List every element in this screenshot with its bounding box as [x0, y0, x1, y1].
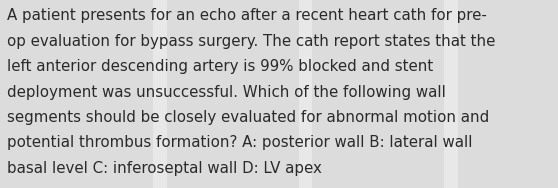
Text: A patient presents for an echo after a recent heart cath for pre-: A patient presents for an echo after a r… — [7, 8, 487, 24]
Text: potential thrombus formation? A: posterior wall B: lateral wall: potential thrombus formation? A: posteri… — [7, 135, 472, 150]
Text: op evaluation for bypass surgery. The cath report states that the: op evaluation for bypass surgery. The ca… — [7, 34, 495, 49]
Text: left anterior descending artery is 99% blocked and stent: left anterior descending artery is 99% b… — [7, 59, 433, 74]
Text: deployment was unsuccessful. Which of the following wall: deployment was unsuccessful. Which of th… — [7, 85, 446, 100]
Bar — [444, 0, 458, 188]
Text: basal level C: inferoseptal wall D: LV apex: basal level C: inferoseptal wall D: LV a… — [7, 161, 321, 176]
Text: segments should be closely evaluated for abnormal motion and: segments should be closely evaluated for… — [7, 110, 489, 125]
Bar — [299, 0, 312, 188]
Bar — [153, 0, 167, 188]
